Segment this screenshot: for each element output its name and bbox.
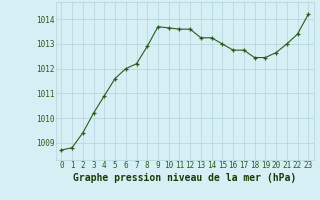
X-axis label: Graphe pression niveau de la mer (hPa): Graphe pression niveau de la mer (hPa) <box>73 173 296 183</box>
